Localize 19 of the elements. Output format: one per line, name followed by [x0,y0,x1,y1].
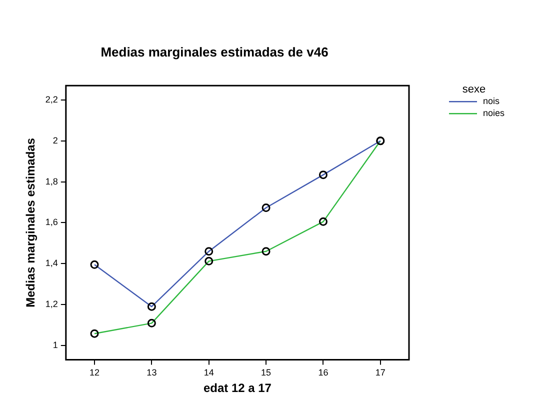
x-tick-label: 12 [89,368,100,378]
x-tick-label: 13 [146,368,157,378]
y-tick-label: 1,6 [45,217,58,228]
legend-title: sexe [462,84,486,96]
y-tick-label: 2 [52,135,58,146]
chart-title: Medias marginales estimadas de v46 [100,44,328,60]
x-axis-title: edat 12 a 17 [203,381,272,396]
y-axis-title: Medias marginales estimadas [24,138,38,308]
x-tick-label: 16 [318,368,328,378]
legend-label: nois [483,96,500,106]
legend-label: noies [483,108,506,118]
x-tick-label: 17 [375,368,386,378]
y-tick-label: 1,8 [45,176,58,186]
y-tick-label: 1,2 [45,299,58,310]
y-tick-label: 1 [52,340,58,350]
x-tick-label: 15 [261,368,272,378]
y-tick-label: 1,4 [45,258,58,268]
y-tick-label: 2,2 [45,94,58,104]
x-tick-label: 14 [204,368,214,378]
